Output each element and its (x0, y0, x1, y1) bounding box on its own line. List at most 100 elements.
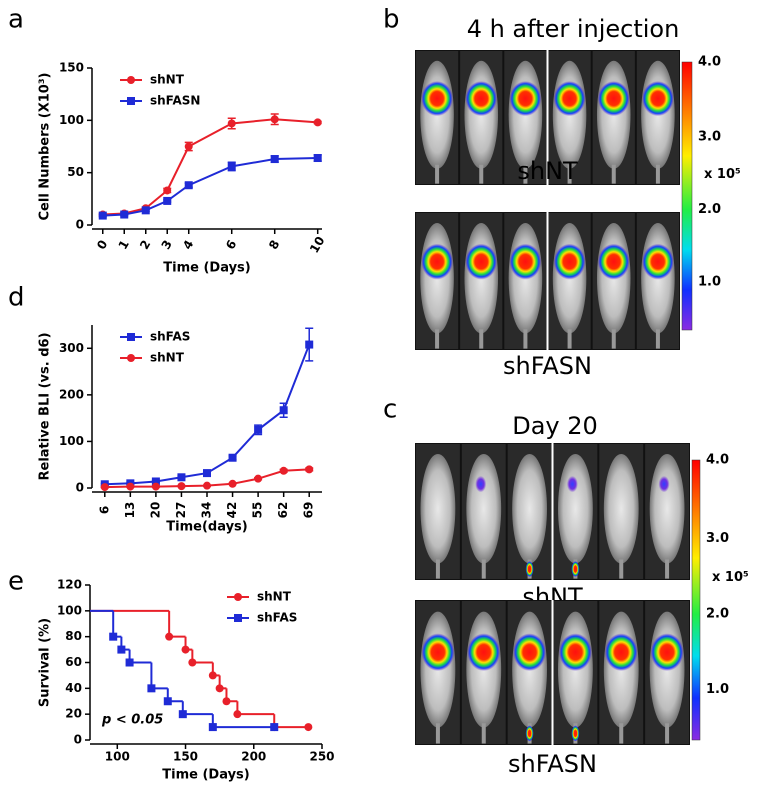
mouse-tail (435, 329, 440, 349)
marker (228, 453, 237, 462)
marker (270, 115, 279, 124)
marker (165, 632, 174, 641)
signal (566, 475, 578, 493)
signal (642, 81, 674, 117)
marker (184, 181, 193, 190)
mouse-tail (567, 164, 572, 184)
marker (127, 76, 135, 84)
x-axis-label: Time (Days) (163, 261, 250, 276)
marker (163, 186, 172, 195)
x-tick-label: 2 (137, 238, 153, 252)
marker (151, 477, 160, 486)
marker (203, 469, 211, 478)
x-tick-label: 62 (276, 502, 290, 519)
x-tick-label: 6 (97, 506, 111, 514)
marker (125, 658, 134, 667)
marker (270, 155, 279, 164)
marker (178, 710, 187, 719)
marker (109, 632, 118, 641)
mouse-tail (523, 164, 528, 184)
y-tick-label: 120 (57, 578, 82, 592)
signal (597, 81, 630, 117)
signal (525, 561, 534, 578)
colorbar-label: 1.0 (706, 682, 729, 697)
colorbar-unit: x 10⁵ (704, 167, 741, 182)
signal (650, 633, 684, 672)
signal (597, 243, 630, 280)
marker (208, 723, 217, 732)
series-line (102, 157, 318, 217)
marker (181, 645, 190, 654)
y-axis-label: Survival (%) (38, 618, 53, 707)
mouse-tail (611, 329, 616, 349)
mouse-body (558, 453, 593, 564)
mouse-body (420, 453, 456, 564)
legend-label: shFAS (257, 611, 297, 625)
mouse-tail (655, 164, 660, 184)
x-tick-label: 34 (200, 502, 214, 519)
colorbar-label: 2.0 (706, 607, 729, 622)
marker (100, 483, 109, 492)
marker (184, 142, 193, 151)
x-tick-label: 100 (105, 750, 130, 764)
signal (465, 243, 498, 280)
legend-label: shNT (257, 590, 292, 604)
marker (188, 658, 197, 667)
marker (120, 210, 129, 219)
marker (305, 340, 314, 349)
mouse-body (512, 453, 547, 564)
colorbar-label: 1.0 (698, 274, 721, 289)
signal (465, 81, 498, 117)
y-tick-label: 60 (65, 655, 82, 669)
x-tick-label: 13 (123, 502, 137, 519)
x-tick-label: 8 (266, 238, 282, 252)
marker (233, 710, 242, 719)
marker (126, 482, 135, 491)
marker (117, 645, 126, 654)
signal (525, 725, 534, 742)
mouse-tail (481, 723, 486, 744)
panel-label: d (8, 283, 25, 313)
colorbar-label: 3.0 (698, 130, 721, 145)
y-tick-label: 300 (59, 341, 84, 355)
mouse-tail (665, 723, 670, 744)
mouse-tail (479, 329, 484, 349)
signal (604, 633, 638, 672)
colorbar-label: 4.0 (706, 453, 729, 468)
legend-label: shNT (150, 73, 185, 87)
mouse-body (603, 453, 639, 564)
marker (208, 671, 217, 680)
panel-label: e (8, 567, 24, 597)
colorbar (691, 459, 701, 741)
marker (279, 466, 288, 475)
signal (553, 81, 586, 117)
marker (177, 473, 186, 482)
mouse-tail (611, 164, 616, 184)
legend-label: shNT (150, 351, 185, 365)
signal (509, 81, 542, 117)
marker (234, 614, 242, 622)
signal (642, 243, 674, 280)
y-tick-label: 100 (59, 113, 84, 127)
x-tick-label: 200 (241, 750, 266, 764)
colorbar (681, 61, 693, 331)
mouse-tail (435, 559, 440, 579)
marker (227, 162, 236, 171)
y-tick-label: 20 (65, 707, 82, 721)
y-tick-label: 40 (65, 681, 82, 695)
legend-label: shFAS (150, 330, 190, 344)
marker (141, 206, 150, 215)
marker (203, 481, 211, 490)
mouse-tail (435, 723, 440, 744)
marker (313, 154, 322, 163)
marker (127, 97, 135, 105)
marker (222, 697, 231, 706)
marker (147, 684, 156, 693)
mouse-tail (481, 559, 486, 579)
x-tick-label: 250 (309, 750, 334, 764)
x-tick-label: 10 (307, 234, 327, 255)
signal (509, 243, 542, 280)
marker (304, 723, 313, 732)
mouse-tail (619, 723, 624, 744)
